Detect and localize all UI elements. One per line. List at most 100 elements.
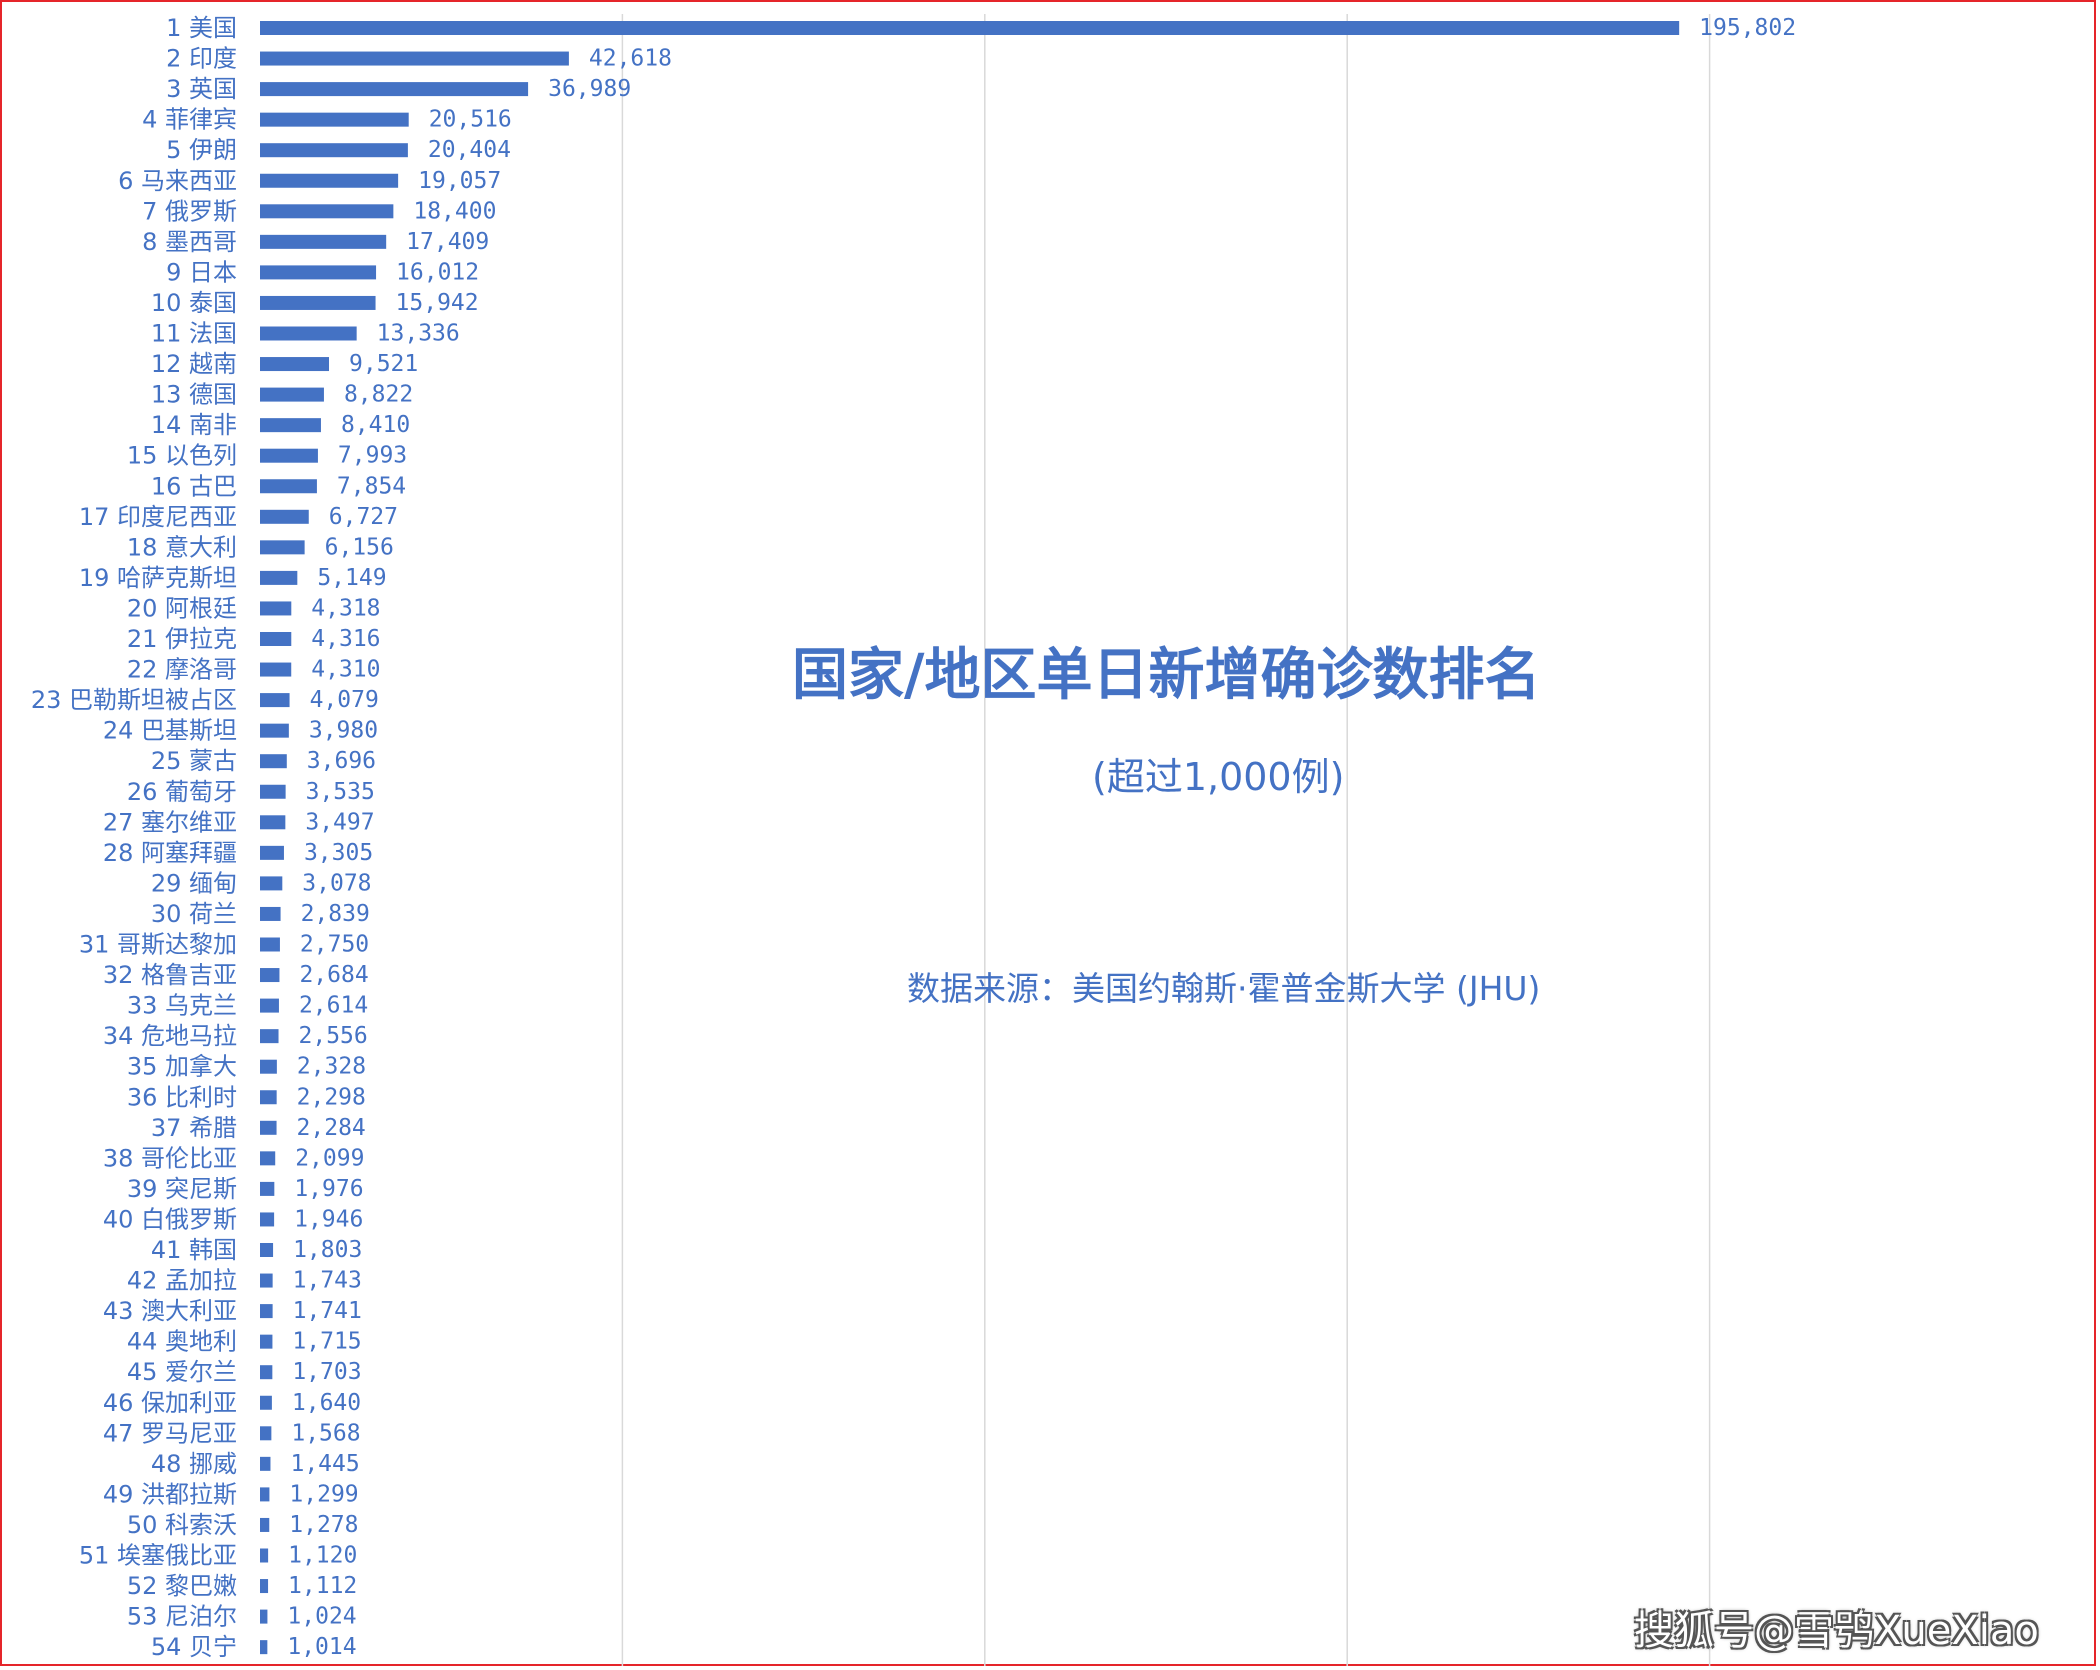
category-label-16: 16 古巴 (151, 472, 237, 500)
bar-9 (260, 265, 377, 280)
category-label-32: 32 格鲁吉亚 (103, 961, 237, 989)
value-label-52: 1,112 (288, 1573, 357, 1599)
value-label-51: 1,120 (288, 1543, 357, 1569)
category-label-44: 44 奥地利 (127, 1328, 237, 1356)
bar-29 (260, 876, 283, 891)
bar-39 (260, 1181, 275, 1196)
bar-36 (260, 1090, 277, 1105)
value-label-21: 4,316 (311, 626, 380, 652)
value-label-7: 18,400 (413, 198, 496, 224)
category-label-38: 38 哥伦比亚 (103, 1144, 237, 1172)
bar-4 (260, 112, 409, 127)
category-label-22: 22 摩洛哥 (127, 656, 237, 684)
value-label-27: 3,497 (305, 809, 374, 835)
category-label-30: 30 荷兰 (151, 900, 237, 928)
bar-23 (260, 693, 290, 708)
category-label-54: 54 贝宁 (151, 1633, 237, 1661)
bar-51 (260, 1548, 269, 1563)
value-label-33: 2,614 (299, 993, 368, 1019)
category-label-4: 4 菲律宾 (142, 106, 237, 134)
value-label-3: 36,989 (548, 76, 631, 102)
value-label-12: 9,521 (349, 351, 418, 377)
category-label-42: 42 孟加拉 (127, 1267, 237, 1295)
category-label-17: 17 印度尼西亚 (79, 503, 237, 531)
value-label-53: 1,024 (287, 1604, 356, 1630)
category-label-51: 51 埃塞俄比亚 (79, 1542, 237, 1570)
bar-37 (260, 1120, 277, 1135)
category-label-37: 37 希腊 (151, 1114, 237, 1142)
value-label-10: 15,942 (396, 290, 479, 316)
value-label-2: 42,618 (589, 46, 672, 72)
category-label-27: 27 塞尔维亚 (103, 808, 237, 836)
bar-12 (260, 357, 330, 372)
value-label-24: 3,980 (309, 718, 378, 744)
value-label-43: 1,741 (293, 1298, 362, 1324)
value-label-25: 3,696 (307, 748, 376, 774)
bar-6 (260, 173, 399, 188)
value-label-20: 4,318 (311, 595, 380, 621)
bar-49 (260, 1487, 270, 1502)
value-label-46: 1,640 (292, 1390, 361, 1416)
bar-3 (260, 82, 529, 97)
bar-50 (260, 1517, 270, 1532)
category-label-45: 45 爱尔兰 (127, 1358, 237, 1386)
value-label-40: 1,946 (294, 1206, 363, 1232)
chart-subtitle: (超过1,000例) (1092, 755, 1345, 799)
bar-19 (260, 570, 298, 585)
value-label-19: 5,149 (317, 565, 386, 591)
category-label-23: 23 巴勒斯坦被占区 (31, 686, 237, 714)
value-label-6: 19,057 (418, 168, 501, 194)
category-label-53: 53 尼泊尔 (127, 1603, 237, 1631)
bar-45 (260, 1365, 273, 1380)
bar-17 (260, 509, 309, 524)
category-label-5: 5 伊朗 (166, 136, 237, 164)
value-label-38: 2,099 (295, 1145, 364, 1171)
category-label-7: 7 俄罗斯 (142, 197, 237, 225)
category-label-52: 52 黎巴嫩 (127, 1572, 237, 1600)
category-label-26: 26 葡萄牙 (127, 778, 237, 806)
value-label-42: 1,743 (293, 1268, 362, 1294)
value-label-13: 8,822 (344, 382, 413, 408)
category-label-35: 35 加拿大 (127, 1053, 237, 1081)
category-label-6: 6 马来西亚 (118, 167, 237, 195)
category-label-10: 10 泰国 (151, 289, 237, 317)
bar-14 (260, 418, 321, 433)
bar-21 (260, 632, 292, 646)
bar-1 (260, 21, 1680, 35)
category-label-19: 19 哈萨克斯坦 (79, 564, 237, 592)
bar-44 (260, 1334, 273, 1349)
value-label-41: 1,803 (293, 1237, 362, 1263)
value-label-22: 4,310 (311, 657, 380, 683)
category-label-50: 50 科索沃 (127, 1511, 237, 1539)
bar-47 (260, 1426, 272, 1441)
value-label-18: 6,156 (325, 534, 394, 560)
bar-43 (260, 1304, 273, 1319)
value-label-23: 4,079 (310, 687, 379, 713)
bar-41 (260, 1243, 274, 1257)
value-label-35: 2,328 (297, 1054, 366, 1080)
bar-27 (260, 815, 286, 830)
value-label-50: 1,278 (289, 1512, 358, 1538)
value-label-54: 1,014 (287, 1634, 356, 1660)
category-label-21: 21 伊拉克 (127, 625, 237, 653)
category-label-11: 11 法国 (151, 320, 237, 348)
bar-48 (260, 1456, 271, 1471)
value-label-32: 2,684 (299, 962, 368, 988)
bar-5 (260, 143, 408, 158)
value-labels: 195,802 42,618 36,989 20,516 20,404 19,057 18,… (287, 15, 1796, 1660)
bar-11 (260, 326, 357, 341)
category-label-34: 34 危地马拉 (103, 1022, 237, 1050)
value-label-39: 1,976 (294, 1176, 363, 1202)
bar-8 (260, 234, 387, 249)
category-label-9: 9 日本 (166, 258, 237, 286)
category-label-24: 24 巴基斯坦 (103, 717, 237, 745)
category-label-36: 36 比利时 (127, 1083, 237, 1111)
bar-22 (260, 662, 292, 677)
category-label-2: 2 印度 (166, 45, 237, 73)
category-label-1: 1 美国 (166, 14, 237, 42)
bar-20 (260, 601, 292, 616)
category-label-20: 20 阿根廷 (127, 594, 237, 622)
